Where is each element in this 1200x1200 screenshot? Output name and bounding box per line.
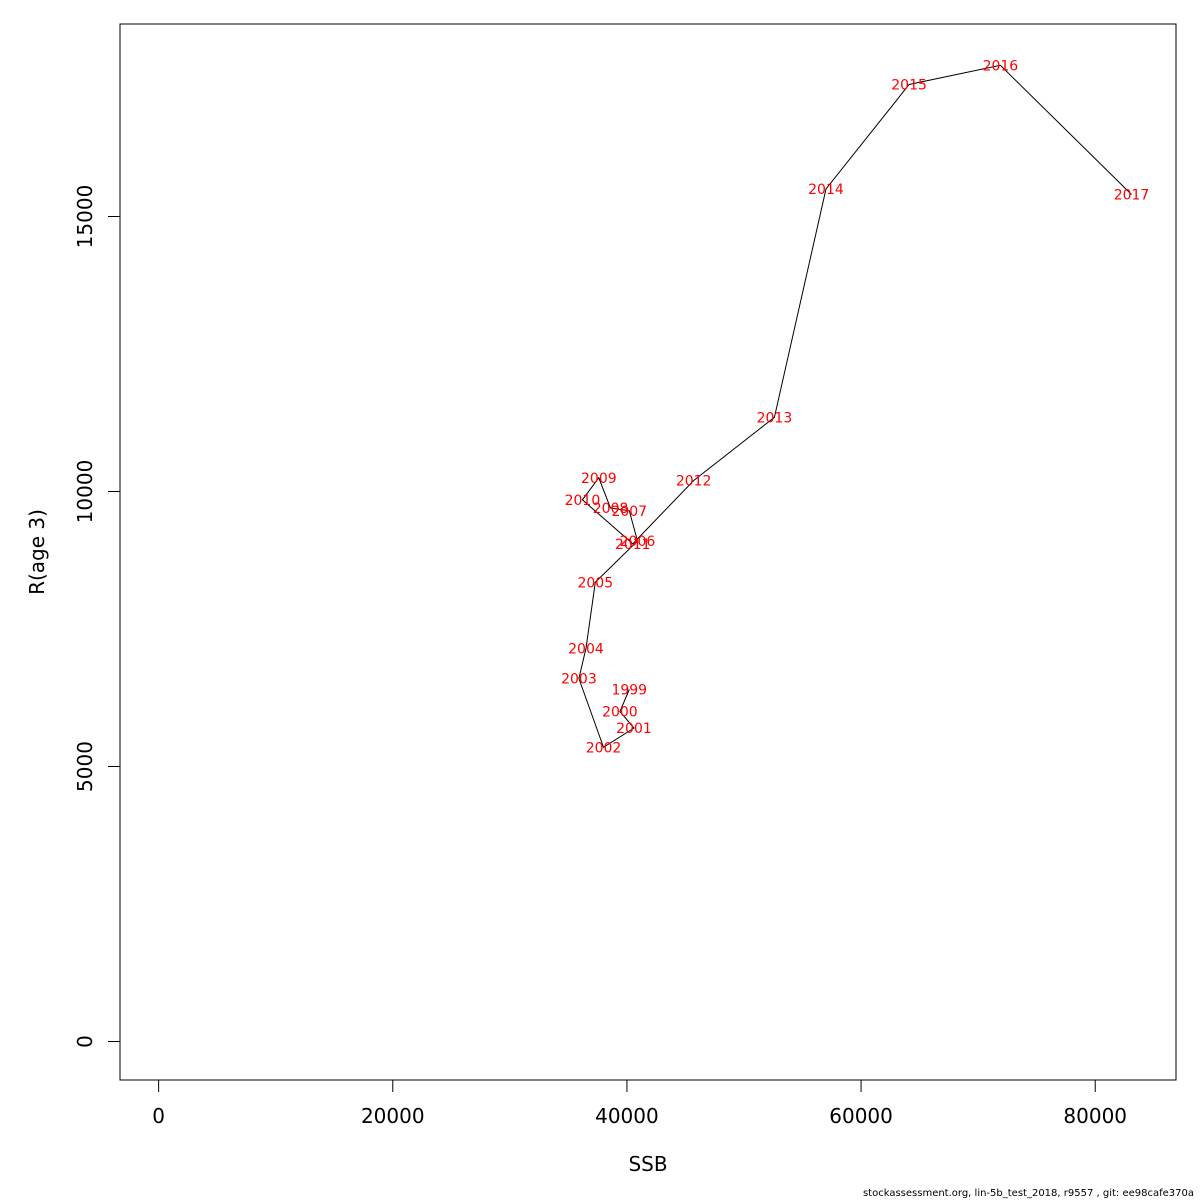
point-year-2013: 2013 [757, 410, 793, 426]
x-tick-label: 20000 [361, 1104, 425, 1128]
point-year-2015: 2015 [891, 78, 927, 94]
y-tick-label: 10000 [73, 460, 97, 524]
x-axis: 0 20000 40000 60000 80000 [152, 1079, 1127, 1128]
sr-trajectory-line [578, 64, 1132, 749]
footer-credit: stockassessment.org, lin-5b_test_2018, r… [862, 1188, 1194, 1199]
x-axis-title: SSB [628, 1152, 667, 1176]
point-year-2016: 2016 [983, 58, 1019, 74]
point-year-2008: 2008 [593, 501, 629, 517]
y-axis: 0 5000 10000 15000 [73, 185, 121, 1048]
point-year-1999: 1999 [611, 683, 647, 699]
point-year-2007: 2007 [611, 504, 647, 520]
point-year-2005: 2005 [577, 575, 613, 591]
point-year-2000: 2000 [602, 705, 638, 721]
point-year-2017: 2017 [1114, 188, 1150, 204]
point-year-2006: 2006 [620, 534, 656, 550]
point-year-2011: 2011 [615, 537, 651, 553]
point-year-2014: 2014 [808, 182, 844, 198]
y-tick-label: 15000 [73, 185, 97, 249]
point-year-2003: 2003 [561, 672, 597, 688]
point-year-2010: 2010 [565, 493, 601, 509]
point-year-2012: 2012 [676, 474, 712, 490]
x-tick-label: 0 [152, 1104, 165, 1128]
x-tick-label: 60000 [829, 1104, 893, 1128]
x-tick-label: 40000 [595, 1104, 659, 1128]
y-tick-label: 0 [73, 1035, 97, 1048]
y-axis-title: R(age 3) [25, 509, 49, 595]
point-year-2004: 2004 [568, 641, 604, 657]
x-tick-label: 80000 [1063, 1104, 1127, 1128]
point-year-2009: 2009 [581, 471, 617, 487]
y-tick-label: 5000 [73, 741, 97, 792]
point-year-2001: 2001 [616, 721, 652, 737]
point-year-2002: 2002 [586, 740, 622, 756]
